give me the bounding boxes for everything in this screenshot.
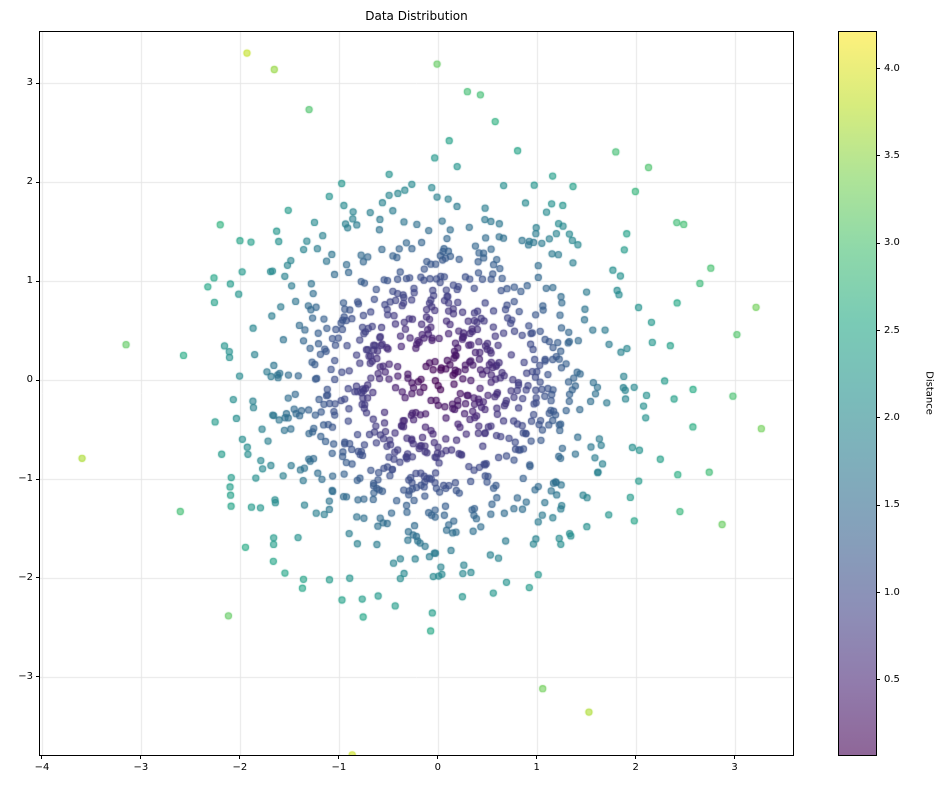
colorbar-tick-mark [876, 155, 880, 157]
x-tick-label: −3 [133, 762, 149, 773]
x-tick-mark [140, 755, 142, 759]
colorbar-label: Distance [923, 371, 935, 415]
colorbar-tick-mark [876, 592, 880, 594]
y-tick-mark [36, 82, 40, 84]
colorbar-tick-label: 1.5 [884, 499, 900, 511]
colorbar-tick-mark [876, 504, 880, 506]
colorbar-tick-label: 1.0 [884, 586, 900, 598]
x-tick-mark [338, 755, 340, 759]
colorbar-tick-label: 3.5 [884, 149, 900, 161]
colorbar-tick-label: 4.0 [884, 62, 900, 74]
colorbar-tick-label: 2.5 [884, 324, 900, 336]
y-tick-label: 3 [26, 77, 33, 89]
x-tick-label: −4 [34, 762, 50, 773]
y-tick-mark [36, 676, 40, 678]
y-tick-label: −3 [18, 670, 33, 682]
colorbar-tick-label: 0.5 [884, 673, 900, 685]
x-tick-label: −1 [331, 762, 347, 773]
colorbar-tick-label: 3.0 [884, 237, 900, 249]
colorbar-tick-mark [876, 679, 880, 681]
y-tick-mark [36, 379, 40, 381]
x-tick-label: 3 [731, 762, 738, 773]
colorbar-tick-mark [876, 242, 880, 244]
x-tick-mark [734, 755, 736, 759]
colorbar-tick-mark [876, 68, 880, 70]
x-tick-mark [437, 755, 439, 759]
x-tick-label: −2 [232, 762, 248, 773]
y-tick-label: 0 [26, 374, 33, 386]
x-tick-mark [536, 755, 538, 759]
colorbar [838, 31, 877, 756]
chart-title: Data Distribution [365, 9, 468, 23]
y-tick-mark [36, 577, 40, 579]
x-tick-label: 1 [533, 762, 540, 773]
x-tick-mark [41, 755, 43, 759]
colorbar-tick-mark [876, 330, 880, 332]
x-tick-label: 2 [632, 762, 639, 773]
colorbar-tick-mark [876, 417, 880, 419]
y-tick-mark [36, 280, 40, 282]
y-tick-mark [36, 181, 40, 183]
y-tick-label: −2 [18, 571, 33, 583]
x-tick-mark [239, 755, 241, 759]
x-tick-mark [635, 755, 637, 759]
plot-area [39, 31, 794, 756]
colorbar-tick-label: 2.0 [884, 411, 900, 423]
y-tick-label: 1 [26, 275, 33, 287]
x-tick-label: 0 [434, 762, 441, 773]
y-tick-label: 2 [26, 176, 33, 188]
y-tick-mark [36, 478, 40, 480]
scatter-canvas [40, 32, 793, 755]
y-tick-label: −1 [18, 473, 33, 485]
